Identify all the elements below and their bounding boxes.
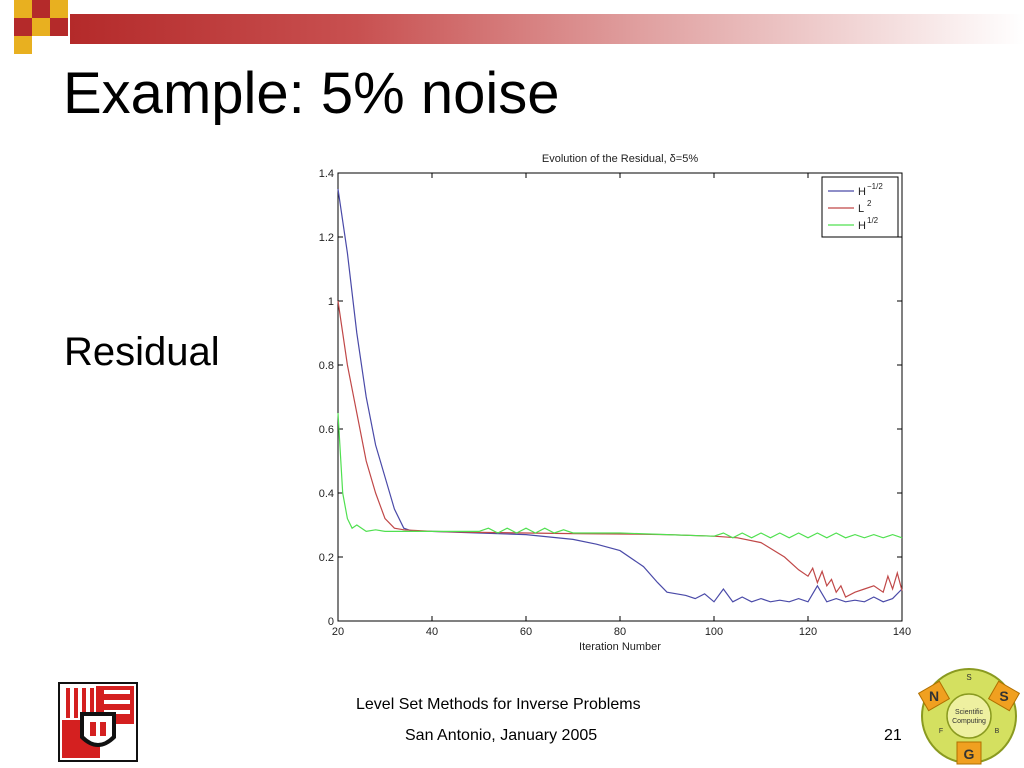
x-tick-label: 20 xyxy=(332,626,344,638)
university-crest-logo xyxy=(58,682,138,762)
legend-entry-label: L xyxy=(858,203,864,215)
legend-box xyxy=(821,176,899,238)
footer-line-1: Level Set Methods for Inverse Problems xyxy=(356,696,641,713)
deco-square-red-2 xyxy=(14,18,32,36)
y-tick-label: 1 xyxy=(328,296,334,308)
y-tick-label: 0.8 xyxy=(319,360,334,372)
legend-entry-superscript: −1/2 xyxy=(867,182,883,191)
legend-entry-superscript: 2 xyxy=(867,199,872,208)
deco-square-red-1 xyxy=(32,0,50,18)
page-number: 21 xyxy=(884,727,902,744)
y-tick-label: 0.2 xyxy=(319,552,334,564)
x-tick-label: 100 xyxy=(705,626,723,638)
y-tick-label: 0 xyxy=(328,616,334,628)
y-tick-label: 1.2 xyxy=(319,232,334,244)
header-decoration-squares xyxy=(0,0,80,60)
logo-letter-g: G xyxy=(964,746,975,762)
header-decoration-bar xyxy=(70,14,1024,44)
logo-letter-f: F xyxy=(939,728,943,735)
y-tick-label: 0.4 xyxy=(319,488,334,500)
plot-frame xyxy=(337,172,903,622)
deco-square-red-3 xyxy=(50,18,68,36)
logo-letter-top: S xyxy=(966,673,971,682)
series-line-2 xyxy=(337,412,903,539)
chart-legend: H −1/2L 2H 1/2 xyxy=(821,176,899,238)
scientific-computing-logo: S N S G F B Scientific Computing xyxy=(917,668,1021,765)
deco-square-yellow-2 xyxy=(50,0,68,18)
logo-letter-b: B xyxy=(995,728,1000,735)
deco-square-yellow-3 xyxy=(32,18,50,36)
logo-center-line-2: Computing xyxy=(952,718,986,725)
legend-entry-superscript: 1/2 xyxy=(867,216,879,225)
x-tick-label: 60 xyxy=(520,626,532,638)
series-line-0 xyxy=(337,188,903,603)
x-axis-label: Iteration Number xyxy=(579,641,661,653)
x-tick-label: 40 xyxy=(426,626,438,638)
legend-entry-label: H xyxy=(858,220,866,232)
x-tick-label: 80 xyxy=(614,626,626,638)
side-label: Residual xyxy=(64,330,220,374)
x-tick-label: 120 xyxy=(799,626,817,638)
deco-square-yellow-1 xyxy=(14,0,32,18)
chart-title: Evolution of the Residual, δ=5% xyxy=(542,153,698,165)
logo-letter-n: N xyxy=(929,688,939,704)
slide-title: Example: 5% noise xyxy=(63,61,560,126)
y-tick-label: 0.6 xyxy=(319,424,334,436)
legend-entry-label: H xyxy=(858,186,866,198)
logo-center-line-1: Scientific xyxy=(955,709,984,716)
series-line-1 xyxy=(337,300,903,598)
footer-line-2: San Antonio, January 2005 xyxy=(405,727,598,744)
deco-square-yellow-4 xyxy=(14,36,32,54)
x-tick-label: 140 xyxy=(893,626,911,638)
logo-letter-s: S xyxy=(999,688,1008,704)
y-tick-label: 1.4 xyxy=(319,168,334,180)
residual-chart: Evolution of the Residual, δ=5% 20 40 60 80… xyxy=(319,153,911,653)
